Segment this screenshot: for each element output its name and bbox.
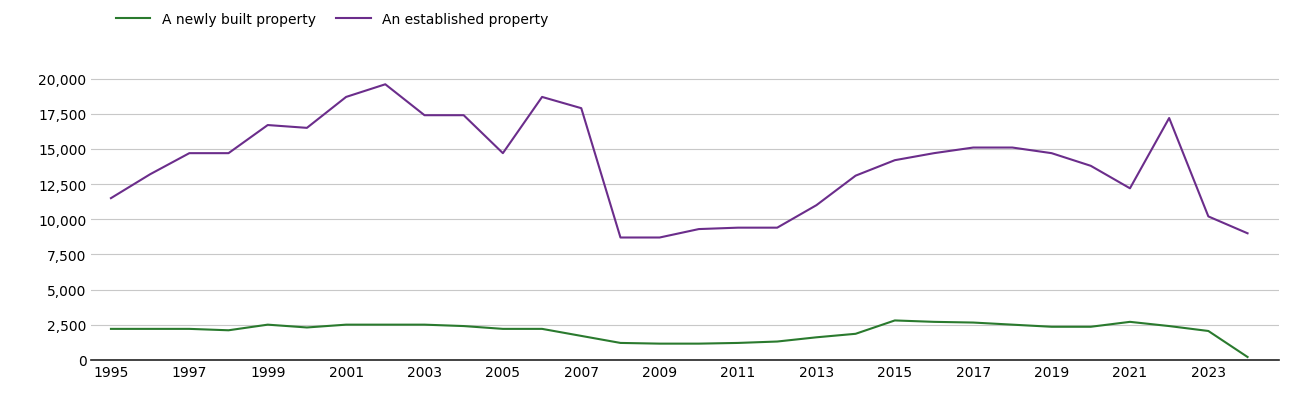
An established property <box>455 113 471 118</box>
A newly built property <box>848 332 864 337</box>
Line: A newly built property: A newly built property <box>111 321 1248 357</box>
An established property <box>887 158 903 163</box>
A newly built property <box>534 327 549 332</box>
An established property <box>103 196 119 201</box>
A newly built property <box>887 318 903 323</box>
An established property <box>377 83 393 88</box>
A newly built property <box>103 327 119 332</box>
A newly built property <box>1122 319 1138 324</box>
Line: An established property: An established property <box>111 85 1248 238</box>
An established property <box>651 236 667 240</box>
A newly built property <box>142 327 158 332</box>
A newly built property <box>416 322 432 327</box>
An established property <box>181 151 197 156</box>
A newly built property <box>338 322 354 327</box>
An established property <box>573 106 589 111</box>
An established property <box>221 151 236 156</box>
An established property <box>534 95 549 100</box>
A newly built property <box>1201 329 1216 334</box>
A newly built property <box>809 335 825 340</box>
An established property <box>495 151 510 156</box>
A newly built property <box>927 319 942 324</box>
A newly built property <box>1083 324 1099 329</box>
A newly built property <box>651 342 667 346</box>
An established property <box>299 126 315 131</box>
An established property <box>260 123 275 128</box>
An established property <box>142 172 158 177</box>
An established property <box>731 226 746 231</box>
An established property <box>338 95 354 100</box>
A newly built property <box>966 320 981 325</box>
An established property <box>1083 164 1099 169</box>
A newly built property <box>1005 322 1021 327</box>
A newly built property <box>260 322 275 327</box>
An established property <box>692 227 707 232</box>
A newly built property <box>612 341 628 346</box>
An established property <box>1161 116 1177 121</box>
An established property <box>1201 214 1216 219</box>
A newly built property <box>377 322 393 327</box>
A newly built property <box>1161 324 1177 329</box>
A newly built property <box>221 328 236 333</box>
A newly built property <box>299 325 315 330</box>
A newly built property <box>573 334 589 339</box>
A newly built property <box>455 324 471 329</box>
An established property <box>848 174 864 179</box>
An established property <box>927 151 942 156</box>
An established property <box>809 203 825 208</box>
A newly built property <box>1044 324 1060 329</box>
A newly built property <box>495 327 510 332</box>
An established property <box>1240 231 1255 236</box>
A newly built property <box>181 327 197 332</box>
A newly built property <box>731 341 746 346</box>
Legend: A newly built property, An established property: A newly built property, An established p… <box>110 8 555 33</box>
A newly built property <box>692 342 707 346</box>
An established property <box>1005 146 1021 151</box>
An established property <box>1044 151 1060 156</box>
An established property <box>416 113 432 118</box>
An established property <box>1122 187 1138 191</box>
A newly built property <box>1240 355 1255 360</box>
An established property <box>770 226 786 231</box>
A newly built property <box>770 339 786 344</box>
An established property <box>612 236 628 240</box>
An established property <box>966 146 981 151</box>
